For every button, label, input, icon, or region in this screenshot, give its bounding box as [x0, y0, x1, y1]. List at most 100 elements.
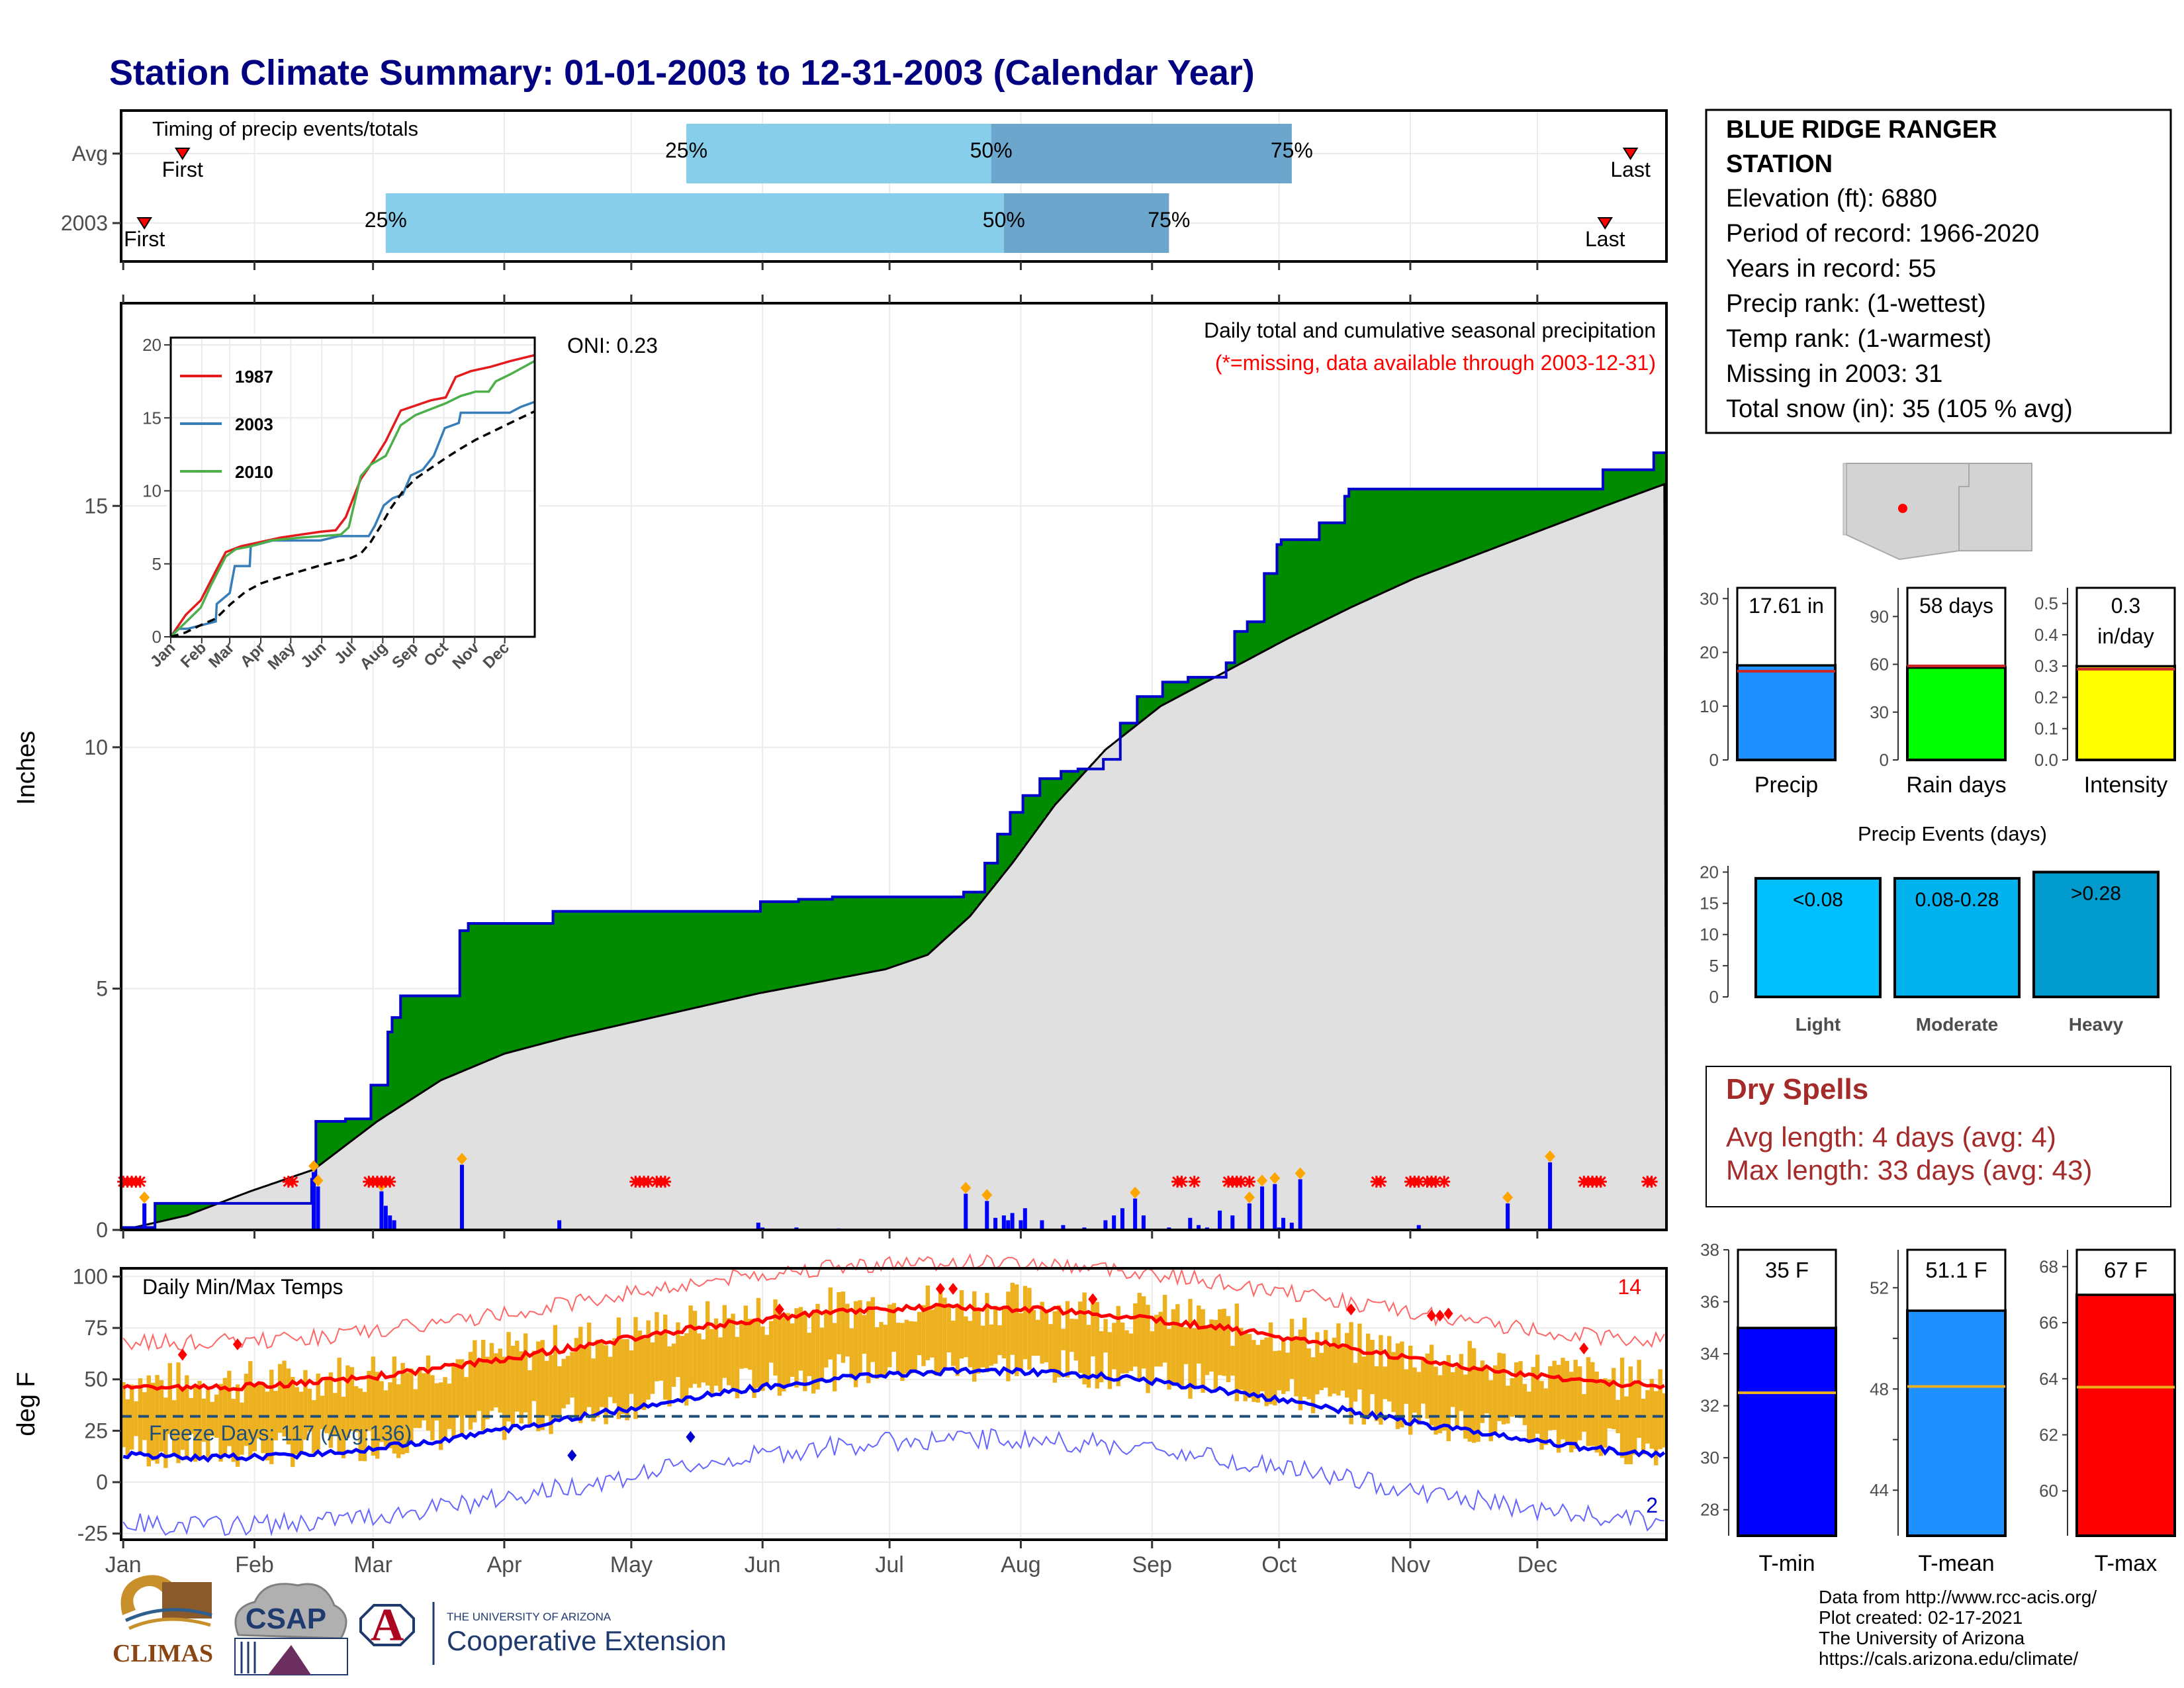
daily-temp-range-bar — [1379, 1335, 1383, 1425]
ua-big-text: Cooperative Extension — [447, 1625, 727, 1656]
above-average-fill — [879, 896, 884, 970]
station-detail-line: Elevation (ft): 6880 — [1726, 185, 1937, 212]
above-average-fill — [409, 996, 414, 1100]
daily-temp-range-bar — [134, 1401, 138, 1436]
daily-temp-range-bar — [324, 1378, 329, 1434]
temp-bar-y-tick-label: 64 — [2039, 1369, 2058, 1389]
above-average-fill — [553, 911, 558, 1041]
above-average-fill — [1645, 469, 1651, 491]
temp-bar-y-tick-label: 28 — [1700, 1500, 1719, 1520]
daily-temp-range-bar — [422, 1373, 426, 1421]
above-average-fill — [1027, 795, 1032, 840]
daily-temp-range-bar — [1619, 1357, 1625, 1458]
above-average-fill — [1408, 489, 1413, 581]
daily-temp-range-bar — [1289, 1319, 1295, 1380]
daily-temp-range-bar — [819, 1327, 825, 1382]
temp-bar-category-label: T-max — [2095, 1551, 2157, 1576]
daily-temp-range-bar — [786, 1313, 790, 1385]
month-tick-label: Jul — [875, 1552, 903, 1577]
daily-temp-range-bar — [731, 1313, 735, 1390]
daily-temp-range-bar — [946, 1304, 952, 1353]
above-average-fill — [582, 911, 588, 1033]
inset-y-tick-label: 20 — [142, 335, 161, 355]
summary-bar-charts: 17.61 in 0 10 20 30 Precip 58 days 0 30 60 90 Rain … — [1700, 586, 2176, 798]
daily-temp-range-bar — [180, 1386, 185, 1450]
daily-temp-range-bar — [612, 1338, 617, 1403]
daily-temp-range-bar — [663, 1314, 668, 1400]
daily-temp-range-bar — [477, 1360, 481, 1411]
daily-temp-range-bar — [1484, 1368, 1489, 1414]
daily-temp-range-bar — [565, 1356, 570, 1405]
daily-temp-range-bar — [1294, 1339, 1298, 1397]
daily-temp-range-bar — [1158, 1311, 1163, 1367]
above-average-fill — [756, 911, 761, 994]
daily-temp-range-bar — [709, 1329, 714, 1395]
above-average-fill — [968, 892, 973, 917]
above-average-fill — [400, 996, 406, 1105]
above-average-fill — [434, 996, 439, 1084]
daily-temp-range-bar — [1222, 1309, 1226, 1376]
above-average-fill — [1023, 795, 1028, 846]
inset-x-tick-label: Sep — [388, 639, 422, 672]
daily-temp-range-bar — [972, 1291, 977, 1382]
daily-temp-range-bar — [1455, 1367, 1459, 1428]
daily-temp-range-bar — [291, 1377, 295, 1468]
above-average-fill — [586, 911, 592, 1033]
temp-ylabel: deg F — [13, 1372, 40, 1436]
above-average-fill — [489, 923, 494, 1059]
above-average-fill — [735, 911, 740, 998]
daily-temp-range-bar — [1073, 1319, 1078, 1361]
daily-temp-range-bar — [1577, 1366, 1582, 1440]
daily-temp-range-bar — [345, 1365, 350, 1438]
temperature-bar-charts: 35 F 28 30 32 34 36 38 T-min 51.1 F 44 48 52 T-mean 6… — [1700, 1240, 2176, 1576]
above-average-fill — [819, 899, 825, 982]
daily-temp-range-bar — [1167, 1329, 1171, 1390]
summary-bar-y-tick-label: 0.1 — [2034, 719, 2058, 739]
daily-temp-range-bar — [523, 1333, 528, 1413]
daily-temp-range-bar — [388, 1382, 392, 1448]
daily-temp-range-bar — [760, 1326, 765, 1391]
daily-temp-range-bar — [193, 1385, 198, 1462]
above-average-fill — [722, 911, 727, 1002]
daily-temp-range-bar — [333, 1393, 338, 1436]
precip-event-marker — [1545, 1150, 1556, 1162]
above-average-fill — [646, 911, 651, 1019]
daily-temp-range-bar — [527, 1370, 532, 1425]
above-average-fill — [743, 911, 749, 997]
above-average-fill — [794, 902, 799, 986]
above-average-fill — [498, 923, 503, 1056]
daily-temp-range-bar — [176, 1362, 181, 1464]
above-average-fill — [726, 911, 731, 1000]
footer-line: Data from http://www.rcc-acis.org/ — [1819, 1587, 2097, 1607]
daily-temp-range-bar — [392, 1356, 397, 1454]
above-average-fill — [1310, 539, 1316, 626]
daily-temp-range-bar — [768, 1321, 774, 1363]
daily-temp-range-bar — [976, 1307, 981, 1374]
inset-x-tick-label: Apr — [237, 639, 269, 671]
event-bar-category-label: Moderate — [1916, 1014, 1998, 1035]
daily-temp-range-bar — [418, 1368, 422, 1429]
chart-title: Station Climate Summary: 01-01-2003 to 1… — [109, 53, 1255, 93]
above-average-fill — [367, 1119, 372, 1128]
above-average-fill — [417, 996, 422, 1094]
dry-spells-title: Dry Spells — [1726, 1073, 1868, 1105]
above-average-fill — [358, 1119, 363, 1135]
above-average-fill — [337, 1121, 342, 1150]
above-average-fill — [1128, 723, 1134, 730]
above-average-fill — [739, 911, 744, 998]
temp-y-axis: -25 0 25 50 75 100 — [73, 1264, 121, 1546]
above-average-fill — [790, 902, 795, 987]
above-average-fill — [1399, 489, 1404, 585]
above-average-fill — [786, 902, 791, 988]
daily-temp-range-bar — [468, 1352, 473, 1430]
events-y-tick-label: 10 — [1700, 925, 1719, 945]
above-average-fill — [1031, 795, 1036, 835]
above-average-fill — [802, 899, 807, 985]
temp-bar-value: 51.1 F — [1925, 1258, 1987, 1282]
above-average-fill — [887, 896, 892, 968]
inset-legend-label: 1987 — [235, 367, 273, 387]
above-average-fill — [557, 911, 562, 1039]
svg-text:A: A — [371, 1600, 404, 1651]
daily-temp-range-bar — [1260, 1339, 1265, 1391]
above-average-fill — [578, 911, 583, 1034]
